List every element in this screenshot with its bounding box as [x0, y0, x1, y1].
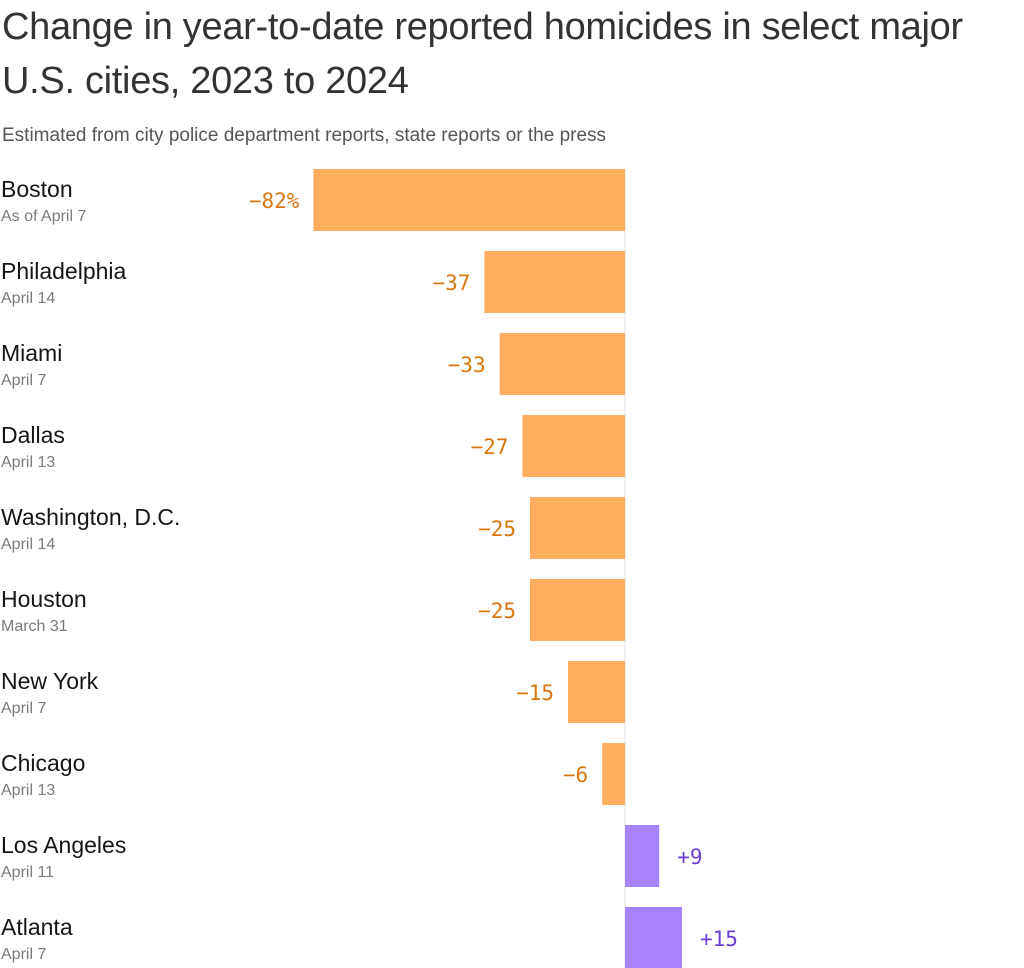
value-label: −6 [563, 763, 588, 787]
city-label: Dallas [1, 422, 65, 448]
city-label: New York [1, 668, 99, 694]
bar [522, 415, 625, 477]
city-label: Washington, D.C. [1, 504, 180, 530]
bar [530, 497, 625, 559]
date-label: As of April 7 [1, 208, 86, 225]
date-label: April 7 [1, 946, 46, 963]
bar [602, 743, 625, 805]
value-label: −27 [470, 435, 508, 459]
value-label: +9 [677, 845, 702, 869]
date-label: April 7 [1, 372, 46, 389]
city-label: Philadelphia [1, 258, 127, 284]
city-label: Houston [1, 586, 87, 612]
value-label: +15 [700, 927, 738, 951]
city-label: Chicago [1, 750, 85, 776]
date-label: March 31 [1, 618, 68, 635]
chart-subtitle: Estimated from city police department re… [2, 125, 607, 146]
date-label: April 11 [1, 864, 54, 881]
chart-title: Change in year-to-date reported homicide… [2, 6, 963, 102]
value-label: −37 [432, 271, 470, 295]
date-label: April 14 [1, 290, 55, 307]
date-label: April 7 [1, 700, 46, 717]
date-label: April 13 [1, 782, 55, 799]
city-label: Los Angeles [1, 832, 126, 858]
bar [530, 579, 625, 641]
bar [625, 907, 682, 968]
city-label: Boston [1, 176, 73, 202]
bar [484, 251, 625, 313]
bar [625, 825, 660, 887]
bar [499, 333, 625, 395]
date-label: April 13 [1, 454, 55, 471]
city-label: Atlanta [1, 914, 73, 940]
value-label: −15 [516, 681, 554, 705]
bar [313, 169, 625, 231]
date-label: April 14 [1, 536, 55, 553]
value-label: −25 [478, 599, 516, 623]
value-label: −25 [478, 517, 516, 541]
city-label: Miami [1, 340, 62, 366]
bar [568, 661, 625, 723]
value-label: −33 [448, 353, 486, 377]
value-label: −82% [249, 189, 300, 213]
